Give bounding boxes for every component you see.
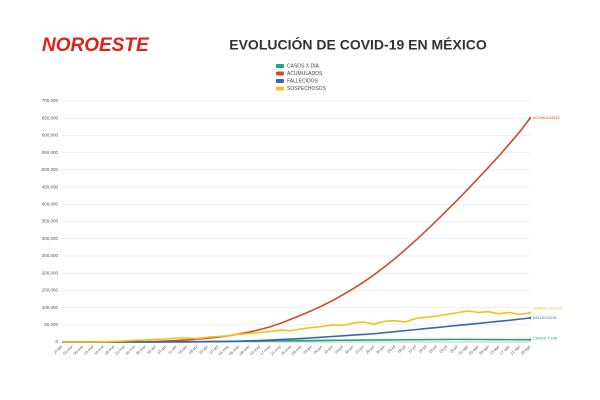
legend-label: SOSPECHOSOS [287,86,327,92]
x-tick-label: 26-jun [365,345,375,355]
y-tick-label: 650,000 [42,115,59,120]
x-tick-label: 06-mar [73,344,85,356]
y-tick-label: 150,000 [42,288,59,293]
x-tick-label: 05-may [228,345,240,357]
x-tick-label: 25-may [280,345,292,357]
x-tick-label: 27-abr [209,344,220,355]
x-tick-label: 28-jul [449,344,459,354]
y-tick-label: 550,000 [42,150,59,155]
x-tick-label: 29-may [291,345,303,357]
x-tick-label: 02-jun [303,345,313,355]
x-tick-label: 03-abr [146,344,157,355]
x-tick-label: 21-ago [510,345,521,356]
series-end-dot [528,316,532,320]
x-tick-label: 10-mar [83,344,95,356]
legend-label: ACUMULADOS [287,71,323,77]
x-tick-label: 30-mar [135,344,147,356]
x-tick-label: 07-abr [157,344,168,355]
x-tick-label: 05-ago [468,345,479,356]
x-tick-label: 26-mar [125,344,137,356]
x-tick-label: 12-jul [408,344,418,354]
legend-swatch [276,71,284,76]
y-tick-label: 450,000 [42,184,59,189]
series-line [62,317,531,343]
legend-swatch [276,79,284,83]
x-tick-label: 30-jun [376,345,386,355]
x-tick-label: 09-ago [479,345,490,356]
y-tick-label: 500,000 [42,167,59,172]
series-end-label: SOSPECHOSOS [533,307,563,311]
series-end-label: CASOS X DÍA [533,337,558,341]
x-tick-label: 13-ago [489,345,500,356]
y-tick-label: 400,000 [42,201,59,206]
x-tick-label: 19-abr [188,344,199,355]
series-end-label: ACUMULADOS [533,116,560,120]
x-tick-label: 06-jun [313,345,323,355]
x-tick-label: 02-mar [62,344,74,356]
y-tick-label: 0 [55,339,58,344]
x-tick-label: 18-mar [104,344,116,356]
x-tick-label: 20-jul [428,344,438,354]
legend-swatch [276,64,284,68]
x-tick-label: 24-jul [439,344,449,354]
series-end-dot [528,311,532,314]
y-tick-label: 600,000 [42,133,59,138]
x-tick-label: 01-may [218,345,230,357]
x-tick-label: 23-abr [198,344,209,355]
x-tick-label: 21-may [270,345,282,357]
y-tick-label: 350,000 [42,219,59,224]
y-tick-label: 250,000 [42,253,59,258]
x-tick-label: 27-feb [53,345,63,355]
brand-logo: NOROESTE [42,35,150,56]
x-tick-label: 25-ago [520,345,531,356]
x-tick-label: 17-ago [499,345,510,356]
series-end-label: FALLECIDOS [533,316,557,320]
legend-swatch [276,86,284,91]
y-tick-label: 700,000 [42,98,59,103]
y-tick-label: 300,000 [42,236,59,241]
y-tick-label: 50,000 [44,322,58,327]
series-line [62,117,531,343]
legend-label: CASOS X DÍA [287,62,320,69]
legend-label: FALLECIDOS [287,78,319,84]
x-tick-label: 10-jun [324,345,334,355]
x-tick-label: 09-may [239,345,251,357]
x-tick-label: 08-jul [397,344,407,354]
chart-title: EVOLUCIÓN DE COVID-19 EN MÉXICO [229,36,487,53]
x-tick-label: 01-ago [458,345,469,356]
x-tick-label: 22-mar [114,344,126,356]
x-tick-label: 22-jun [355,345,365,355]
y-tick-label: 200,000 [42,270,59,275]
x-tick-label: 14-jun [334,345,344,355]
x-tick-label: 14-mar [94,344,106,356]
x-tick-label: 04-jul [387,344,397,354]
x-tick-label: 16-jul [418,344,428,354]
x-tick-label: 13-may [249,345,261,357]
series-end-dot [528,338,532,341]
y-tick-label: 100,000 [42,305,59,310]
x-tick-label: 11-abr [167,344,178,355]
x-tick-label: 17-may [260,345,272,357]
x-tick-label: 15-abr [178,344,189,355]
series-end-dot [528,117,532,120]
series-line [62,310,531,343]
x-tick-label: 18-jun [344,345,354,355]
